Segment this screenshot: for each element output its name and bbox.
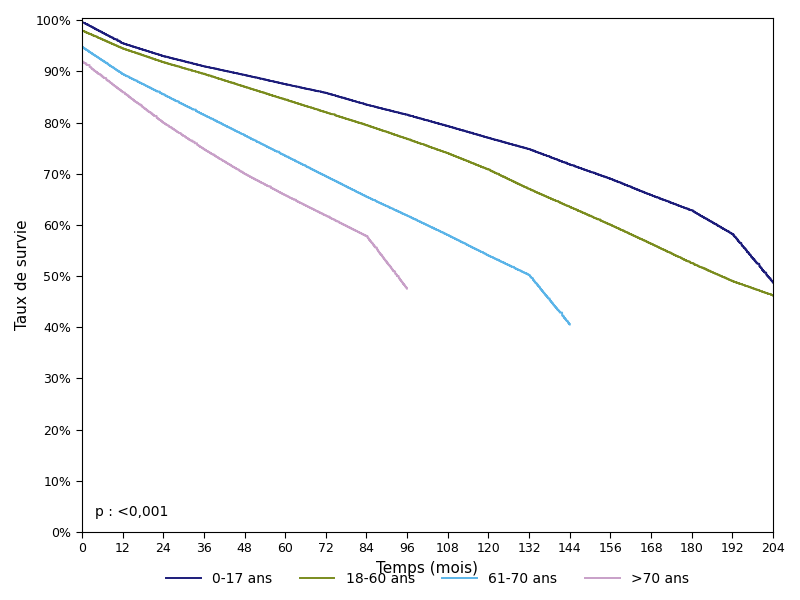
- 0-17 ans: [716, 224, 726, 231]
- >70 ans: [238, 169, 247, 176]
- 61-70 ans: [558, 312, 567, 319]
- 61-70 ans: [130, 77, 140, 84]
- 0-17 ans: [368, 103, 378, 110]
- Line: >70 ans: >70 ans: [82, 61, 407, 289]
- 18-60 ans: [768, 292, 778, 299]
- 0-17 ans: [747, 254, 757, 261]
- >70 ans: [342, 223, 351, 230]
- >70 ans: [77, 58, 86, 65]
- 61-70 ans: [158, 91, 167, 98]
- 61-70 ans: [277, 151, 286, 158]
- 61-70 ans: [251, 138, 261, 145]
- X-axis label: Temps (mois): Temps (mois): [377, 561, 478, 576]
- Text: p : <0,001: p : <0,001: [95, 505, 169, 519]
- Line: 18-60 ans: 18-60 ans: [82, 31, 773, 295]
- >70 ans: [397, 277, 406, 284]
- 0-17 ans: [77, 18, 86, 25]
- 61-70 ans: [565, 321, 574, 328]
- >70 ans: [402, 285, 412, 292]
- 0-17 ans: [373, 104, 382, 111]
- 61-70 ans: [565, 321, 574, 328]
- 18-60 ans: [395, 133, 405, 140]
- >70 ans: [247, 174, 257, 181]
- 18-60 ans: [573, 207, 582, 214]
- 18-60 ans: [361, 121, 370, 128]
- 61-70 ans: [503, 262, 513, 269]
- 0-17 ans: [579, 166, 589, 173]
- 0-17 ans: [411, 113, 421, 121]
- Line: 61-70 ans: 61-70 ans: [82, 47, 570, 325]
- 18-60 ans: [745, 284, 754, 291]
- 61-70 ans: [77, 43, 86, 50]
- Y-axis label: Taux de survie: Taux de survie: [15, 220, 30, 330]
- >70 ans: [397, 278, 406, 286]
- >70 ans: [98, 74, 108, 81]
- Line: 0-17 ans: 0-17 ans: [82, 22, 773, 283]
- 0-17 ans: [768, 279, 778, 286]
- 18-60 ans: [710, 270, 720, 277]
- Legend: 0-17 ans, 18-60 ans, 61-70 ans, >70 ans: 0-17 ans, 18-60 ans, 61-70 ans, >70 ans: [161, 566, 694, 592]
- 18-60 ans: [77, 27, 86, 34]
- 18-60 ans: [365, 122, 374, 130]
